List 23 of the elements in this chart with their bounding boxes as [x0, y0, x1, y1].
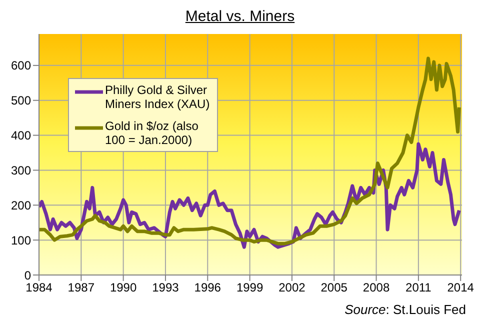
y-tick-label: 600: [10, 58, 32, 73]
x-tick-label: 2008: [362, 280, 390, 295]
y-tick-label: 300: [10, 163, 32, 178]
y-tick-label: 0: [24, 268, 32, 282]
y-tick-label: 200: [10, 198, 32, 212]
x-tick-label: 1984: [26, 280, 53, 295]
line-series: [39, 56, 461, 246]
x-tick-label: 1993: [152, 280, 180, 295]
x-tick-label: 2002: [278, 280, 306, 295]
y-tick-label: 100: [10, 233, 32, 248]
x-tick-label: 2014: [447, 280, 474, 295]
x-tick-label: 1990: [110, 280, 137, 295]
y-tick-label: 500: [10, 94, 32, 108]
x-tick-label: 2011: [406, 280, 432, 295]
x-tick-label: 2005: [320, 280, 348, 295]
chart-title: Metal vs. Miners: [184, 8, 296, 25]
y-tick-label: 400: [10, 128, 32, 143]
source-note: Source: St.Louis Fed: [344, 302, 466, 317]
x-tick-label: 1996: [194, 280, 222, 295]
legend-label: Philly Gold & Silver Miners Index (XAU): [105, 83, 211, 111]
x-tick-label: 1987: [68, 280, 95, 295]
x-tick-label: 1999: [236, 280, 264, 295]
legend-label: Gold in $/oz (also 100 = Jan.2000): [105, 119, 200, 147]
